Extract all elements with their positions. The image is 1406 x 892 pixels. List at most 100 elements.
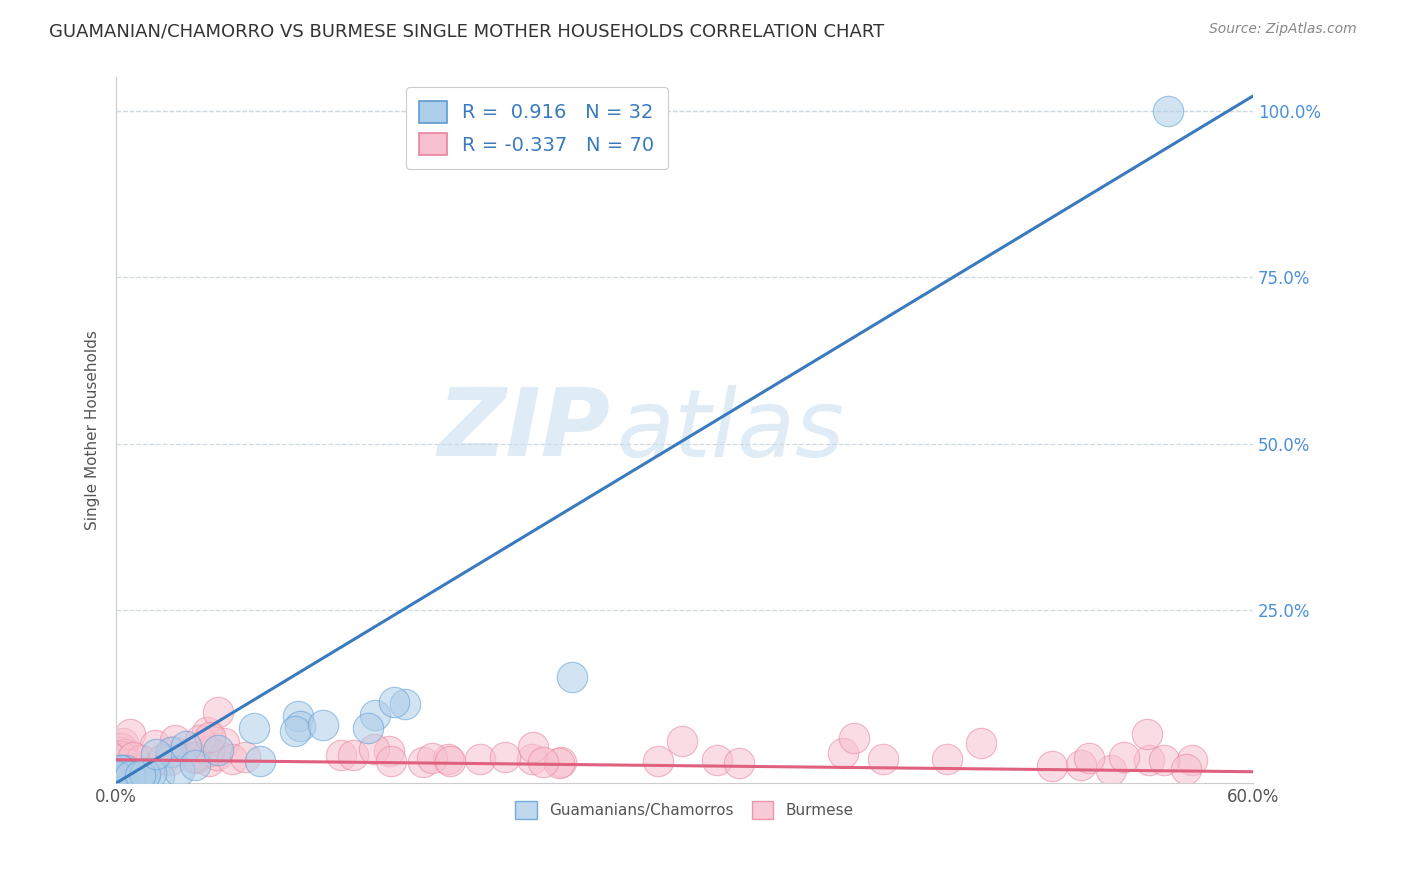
Point (727, 756, 749, 770)
Point (439, 754, 461, 768)
Point (531, 755, 554, 769)
Point (152, 752, 174, 766)
Point (110, 764, 132, 778)
Point (330, 747, 353, 762)
Point (212, 736, 235, 750)
Point (378, 744, 401, 758)
Point (110, 769, 132, 783)
Point (108, 751, 131, 765)
Point (872, 752, 894, 766)
Point (288, 719, 311, 733)
Point (198, 754, 221, 768)
Point (342, 747, 364, 762)
Point (112, 769, 135, 783)
Point (363, 742, 385, 756)
Point (1077, 750, 1099, 764)
Point (174, 739, 197, 754)
Point (184, 758, 207, 772)
Y-axis label: Single Mother Households: Single Mother Households (86, 330, 100, 530)
Point (108, 745, 131, 759)
Point (1136, 727, 1159, 741)
Point (118, 727, 141, 741)
Point (935, 752, 957, 766)
Point (112, 747, 135, 762)
Point (110, 752, 132, 766)
Point (110, 748, 132, 763)
Point (108, 752, 131, 766)
Point (380, 754, 402, 768)
Point (107, 753, 129, 767)
Point (436, 752, 458, 766)
Point (195, 725, 218, 739)
Point (249, 754, 271, 768)
Point (394, 697, 416, 711)
Point (159, 753, 181, 767)
Point (547, 756, 569, 771)
Point (184, 751, 207, 765)
Point (112, 769, 135, 783)
Point (842, 731, 865, 746)
Point (207, 705, 229, 719)
Point (412, 756, 434, 770)
Point (129, 753, 152, 767)
Point (1070, 758, 1092, 772)
Point (107, 752, 129, 766)
Point (420, 750, 443, 764)
Point (671, 733, 693, 747)
Point (112, 751, 135, 765)
Point (132, 765, 155, 780)
Point (221, 752, 243, 766)
Point (145, 747, 167, 761)
Point (706, 753, 728, 767)
Point (1112, 749, 1135, 764)
Point (200, 730, 222, 744)
Legend: Guamanians/Chamorros, Burmese: Guamanians/Chamorros, Burmese (509, 795, 859, 825)
Point (384, 694, 406, 708)
Point (197, 744, 219, 758)
Point (1180, 753, 1202, 767)
Point (647, 754, 669, 768)
Point (357, 721, 380, 735)
Point (139, 766, 162, 780)
Point (205, 747, 228, 762)
Point (207, 742, 229, 756)
Point (1174, 763, 1197, 777)
Point (112, 736, 135, 750)
Point (159, 745, 181, 759)
Point (148, 769, 170, 783)
Point (287, 709, 309, 723)
Point (522, 739, 544, 754)
Text: Source: ZipAtlas.com: Source: ZipAtlas.com (1209, 22, 1357, 37)
Point (1137, 753, 1160, 767)
Text: GUAMANIAN/CHAMORRO VS BURMESE SINGLE MOTHER HOUSEHOLDS CORRELATION CHART: GUAMANIAN/CHAMORRO VS BURMESE SINGLE MOT… (49, 22, 884, 40)
Point (108, 748, 131, 763)
Point (110, 749, 132, 764)
Point (108, 752, 131, 766)
Point (1099, 763, 1122, 777)
Point (520, 752, 543, 766)
Text: ZIP: ZIP (437, 384, 610, 476)
Point (105, 769, 128, 783)
Point (284, 724, 307, 739)
Point (550, 755, 572, 769)
Point (243, 721, 266, 735)
Point (1040, 759, 1063, 773)
Point (494, 750, 516, 764)
Point (143, 739, 166, 753)
Point (183, 750, 205, 764)
Point (107, 751, 129, 765)
Point (128, 767, 150, 781)
Point (114, 764, 136, 778)
Point (970, 736, 993, 750)
Point (110, 740, 132, 755)
Point (165, 733, 187, 747)
Point (1156, 103, 1178, 118)
Point (1153, 753, 1175, 767)
Point (468, 752, 491, 766)
Point (134, 767, 156, 781)
Text: atlas: atlas (616, 384, 845, 475)
Point (233, 750, 256, 764)
Point (832, 747, 855, 761)
Point (190, 733, 212, 747)
Point (122, 749, 145, 764)
